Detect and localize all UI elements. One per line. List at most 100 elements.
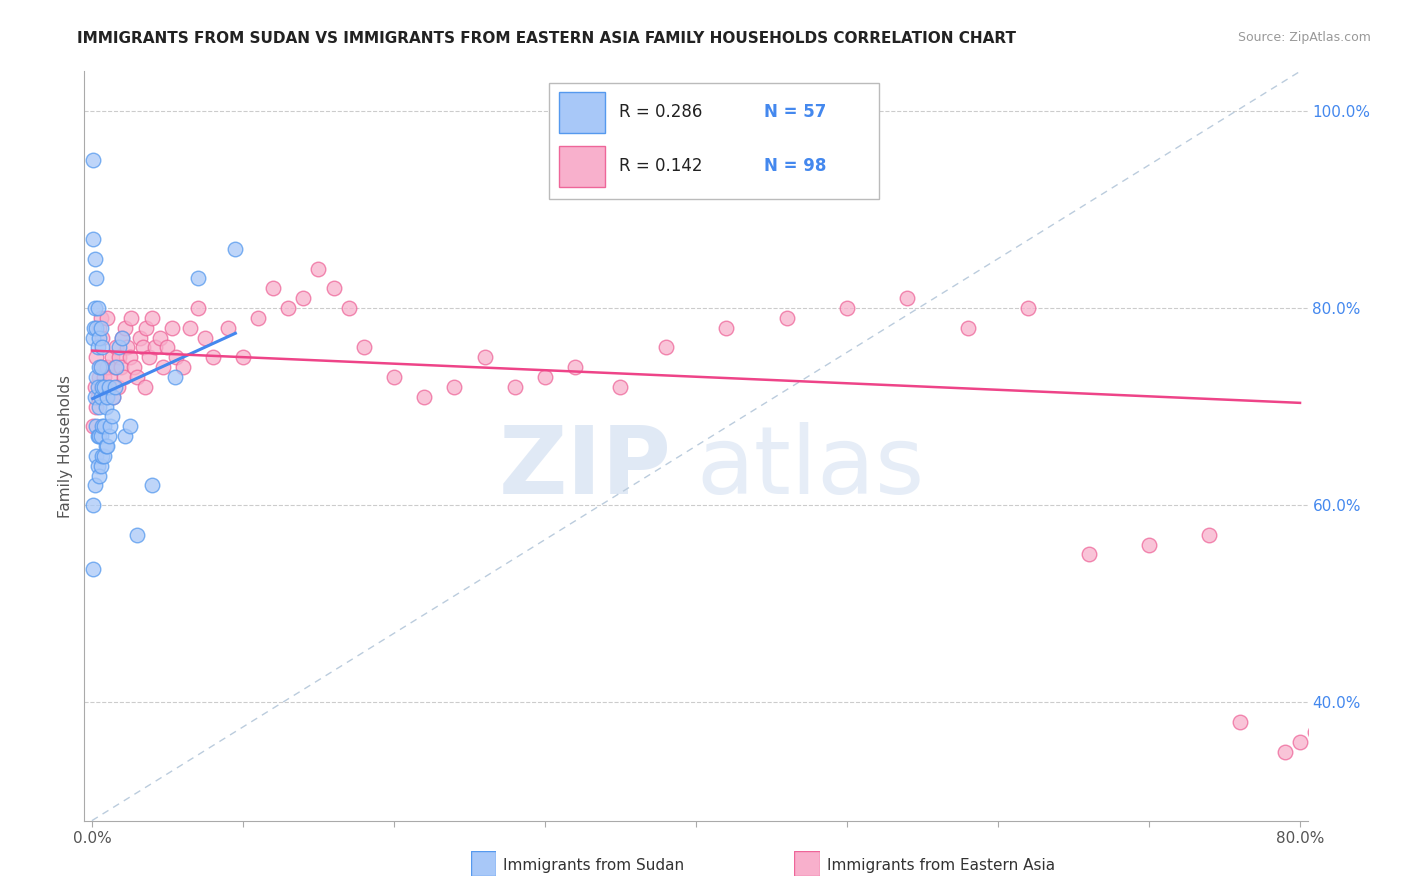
Point [86, 320, 108, 334]
Point [96, 439, 118, 453]
Point [91, 449, 114, 463]
Point [262, 281, 284, 295]
Point [97, 429, 120, 443]
Point [83, 320, 105, 334]
Point [187, 271, 209, 285]
Point [1198, 527, 1220, 541]
Point [89, 400, 111, 414]
Point [96, 360, 118, 375]
Point [127, 527, 149, 541]
Point [1372, 301, 1395, 315]
Point [103, 360, 125, 375]
Point [224, 242, 246, 256]
Point [93, 449, 115, 463]
Point [91, 419, 114, 434]
Point [84, 380, 107, 394]
Point [166, 351, 188, 365]
Point [1382, 301, 1405, 315]
Point [110, 360, 132, 375]
Point [108, 351, 131, 365]
Point [775, 310, 797, 325]
Point [443, 380, 465, 394]
Point [90, 429, 112, 443]
Point [90, 390, 112, 404]
Point [91, 380, 114, 394]
Point [1376, 291, 1399, 305]
Point [89, 360, 111, 375]
Point [91, 330, 114, 344]
Point [1367, 310, 1389, 325]
Point [86, 351, 108, 365]
Point [84, 390, 107, 404]
Point [122, 360, 145, 375]
Point [89, 370, 111, 384]
Point [1017, 301, 1039, 315]
Point [89, 429, 111, 443]
Point [84, 478, 107, 492]
Point [337, 301, 360, 315]
Point [90, 310, 112, 325]
Point [1379, 281, 1402, 295]
Point [132, 340, 155, 354]
Point [100, 409, 122, 424]
Point [84, 252, 107, 266]
Point [114, 320, 136, 334]
Point [112, 370, 135, 384]
Point [97, 380, 120, 394]
Point [82, 498, 104, 512]
Point [1386, 291, 1406, 305]
Point [86, 271, 108, 285]
Point [129, 330, 152, 344]
Point [93, 419, 115, 434]
Point [232, 351, 254, 365]
Point [134, 380, 156, 394]
Point [135, 320, 157, 334]
Point [87, 301, 110, 315]
Point [89, 468, 111, 483]
Point [179, 320, 201, 334]
Point [835, 301, 858, 315]
Point [956, 320, 979, 334]
Point [1229, 714, 1251, 729]
Point [87, 458, 110, 473]
Point [353, 340, 375, 354]
Point [87, 390, 110, 404]
Point [105, 360, 128, 375]
Point [115, 340, 138, 354]
Point [307, 261, 329, 276]
Point [82, 330, 104, 344]
Point [1402, 103, 1406, 118]
Point [118, 351, 141, 365]
Point [91, 380, 114, 394]
Point [534, 370, 557, 384]
Point [277, 301, 299, 315]
Point [89, 320, 111, 334]
Point [413, 390, 436, 404]
Point [93, 380, 115, 394]
Point [1289, 735, 1312, 749]
Text: ZIP: ZIP [499, 423, 672, 515]
Point [1361, 281, 1384, 295]
Text: Immigrants from Eastern Asia: Immigrants from Eastern Asia [827, 858, 1054, 872]
Text: atlas: atlas [696, 423, 924, 515]
Point [1303, 725, 1326, 739]
Point [1395, 271, 1406, 285]
Point [1319, 714, 1341, 729]
Point [114, 429, 136, 443]
Point [96, 310, 118, 325]
Point [127, 370, 149, 384]
Point [100, 351, 122, 365]
Point [1350, 301, 1372, 315]
Point [714, 320, 737, 334]
Point [503, 380, 526, 394]
Point [90, 360, 112, 375]
Point [187, 301, 209, 315]
Point [138, 351, 160, 365]
Point [1334, 705, 1357, 719]
Point [1077, 548, 1099, 562]
Point [87, 429, 110, 443]
Y-axis label: Family Households: Family Households [58, 375, 73, 517]
Point [1364, 271, 1386, 285]
Point [82, 419, 104, 434]
Point [1137, 538, 1160, 552]
